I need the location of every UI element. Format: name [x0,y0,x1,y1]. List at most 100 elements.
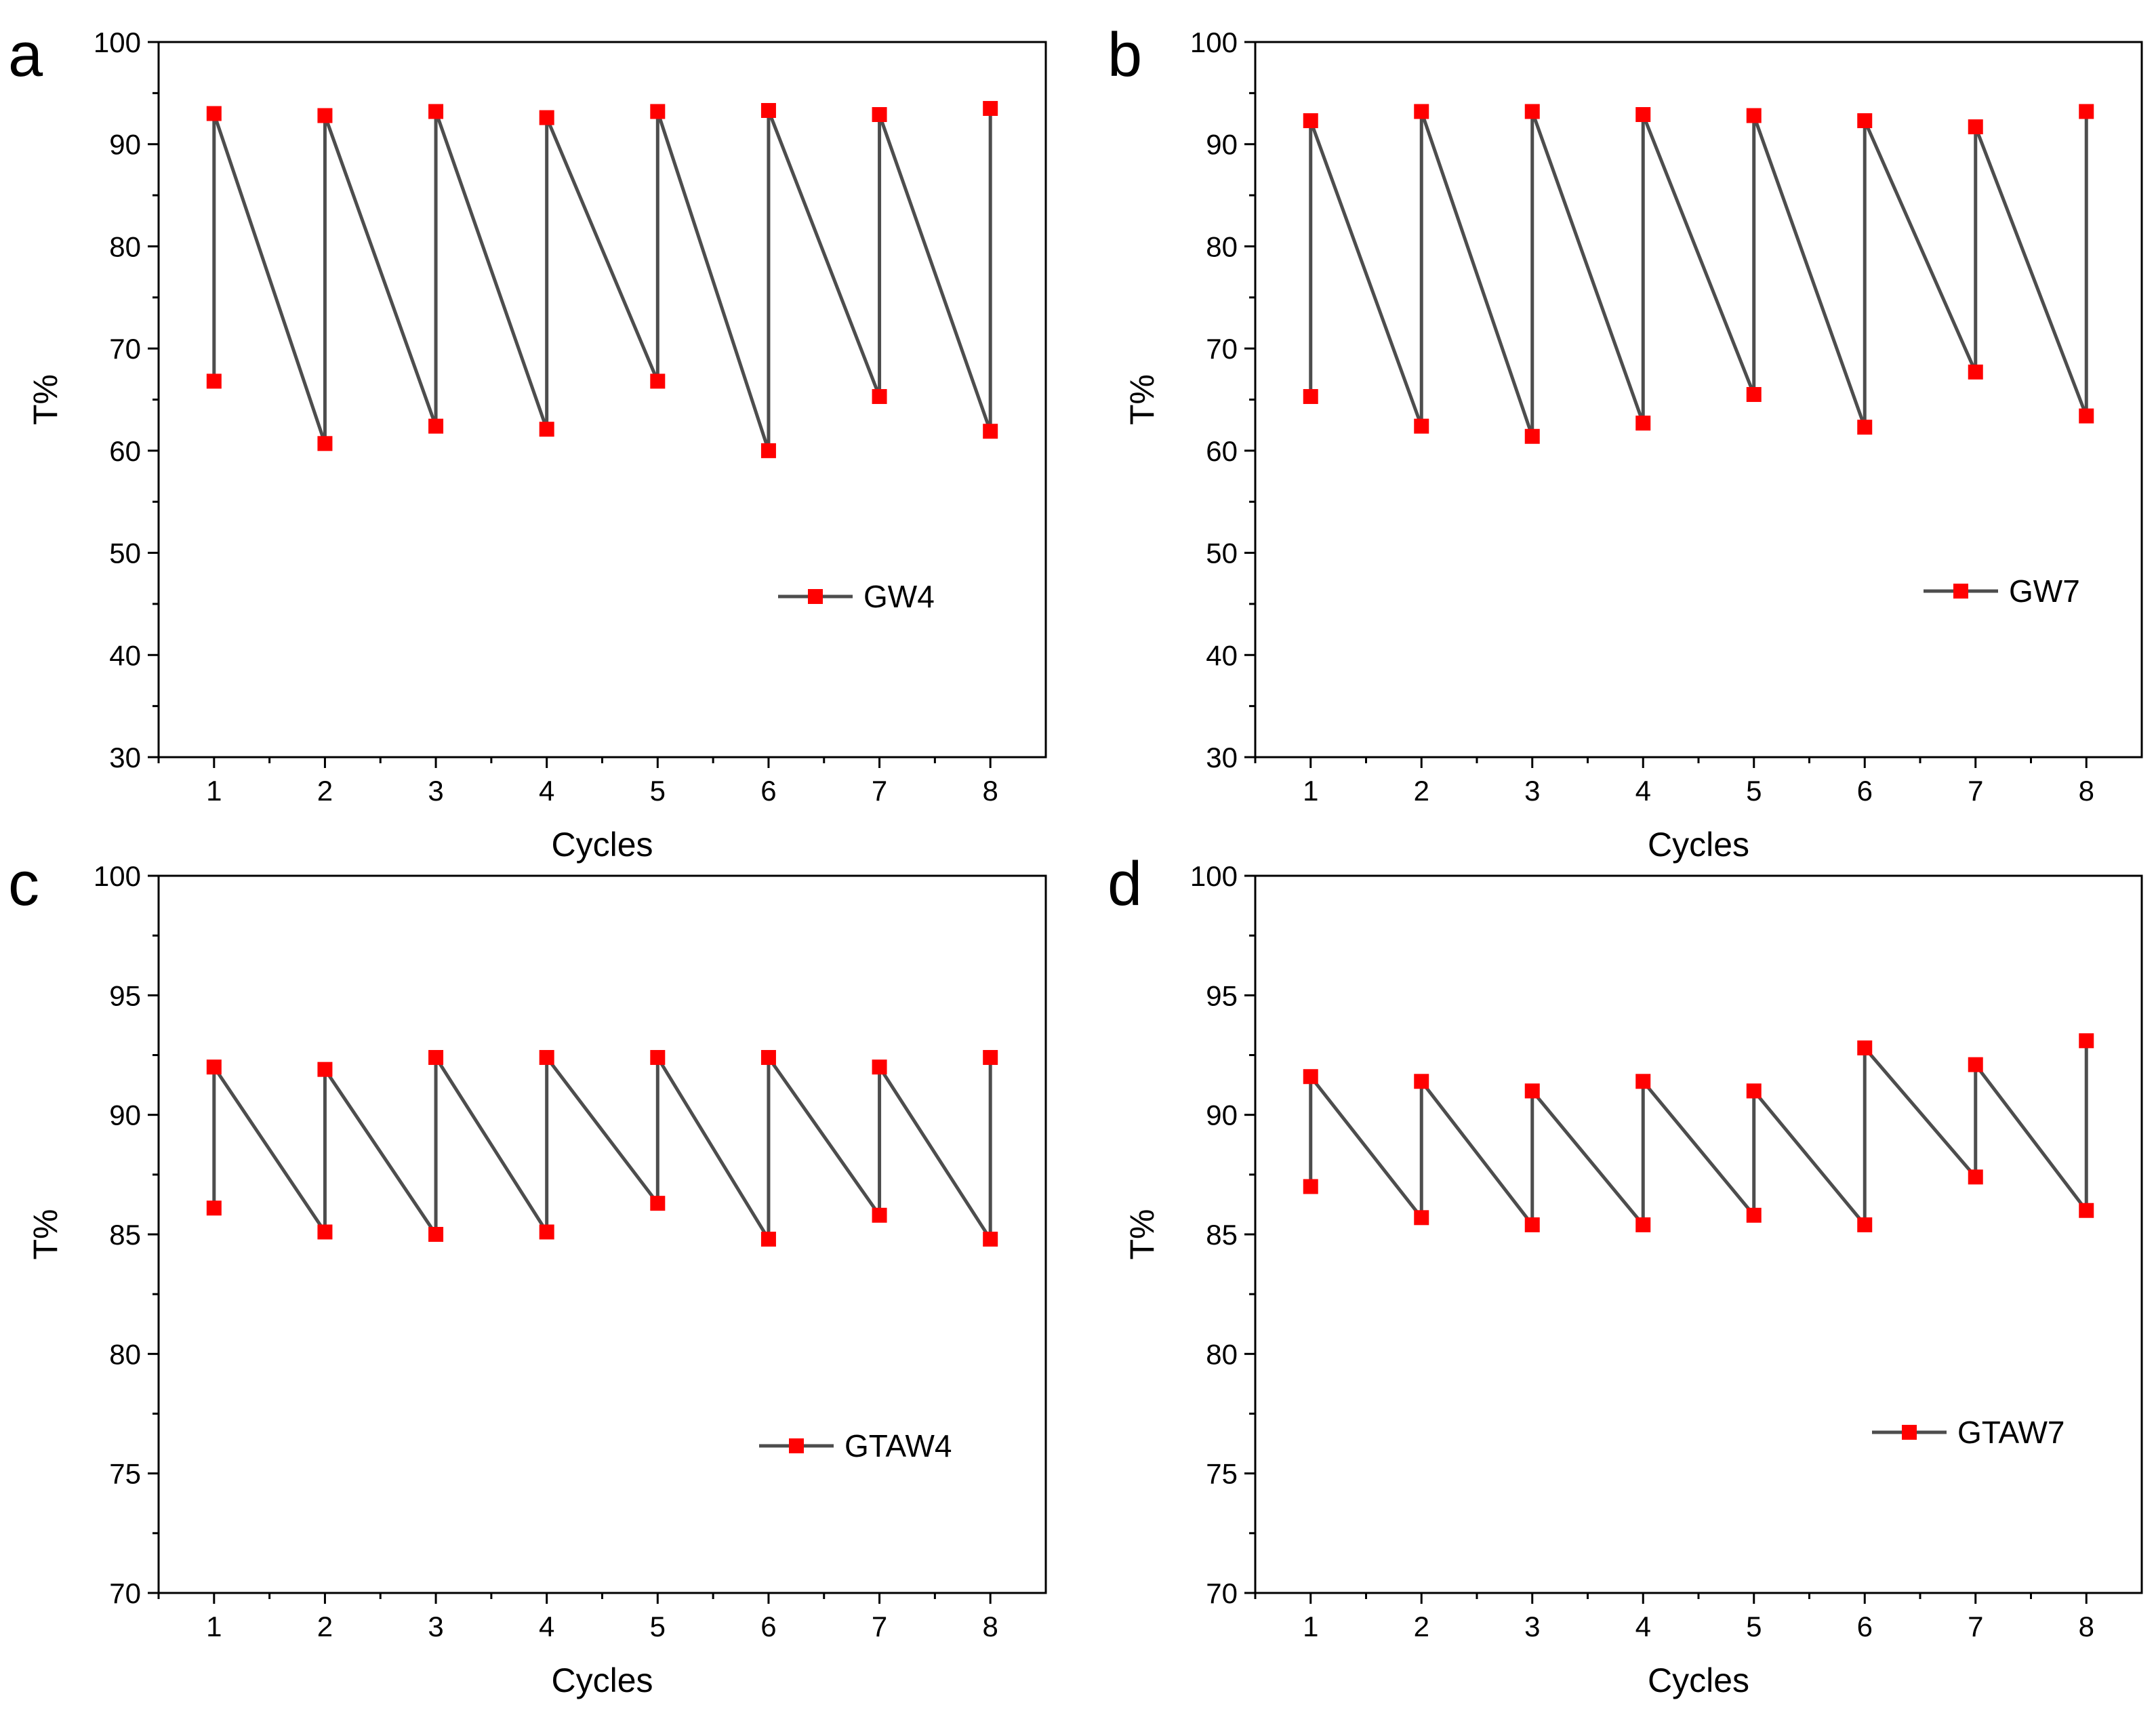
data-point [539,422,554,437]
y-tick-label: 90 [1206,1099,1238,1131]
x-tick-label: 6 [1857,775,1873,807]
y-tick-label: 70 [109,333,141,365]
y-axis-title: T% [1123,374,1161,425]
data-point [1414,1074,1429,1089]
x-tick-label: 6 [1857,1611,1873,1642]
data-point [1524,1083,1540,1099]
x-tick-label: 3 [428,775,443,807]
legend-marker [808,589,823,604]
data-point [760,1232,776,1247]
panel-a: a 1 2 3 4 5 6 7 8 30 40 50 60 70 80 90 100 Cycles T% GW4 [8,20,1047,864]
data-point [428,1050,444,1066]
x-tick-label: 4 [1635,775,1651,807]
data-point [1857,420,1873,435]
data-point [1635,416,1651,431]
x-tick-label: 1 [206,775,222,807]
data-point [872,107,887,123]
series-line-GTAW7 [1309,1041,2088,1227]
data-point [428,418,444,434]
y-tick-label: 100 [94,860,141,892]
data-point [2079,1033,2094,1049]
data-point [317,1062,333,1077]
legend-label: GTAW4 [845,1428,952,1463]
x-tick-label: 8 [983,1611,998,1642]
x-tick-label: 4 [539,775,554,807]
data-point [206,1059,222,1075]
y-tick-label: 80 [109,1338,141,1370]
x-tick-label: 3 [428,1611,443,1642]
data-point [1968,364,1983,380]
x-tick-label: 5 [650,775,666,807]
data-point [1303,113,1318,129]
y-tick-label: 60 [109,435,141,467]
x-axis-title: Cycles [1648,826,1749,864]
data-point [1303,1069,1318,1085]
data-point [1303,1179,1318,1194]
data-point [1968,1169,1983,1185]
series-line-GW4 [212,108,992,453]
data-point [2079,104,2094,119]
y-tick-label: 70 [1206,1577,1238,1609]
data-point [1635,107,1651,123]
data-point [1635,1217,1651,1232]
data-point [317,436,333,451]
data-point [428,1227,444,1242]
legend: GTAW4 [759,1428,952,1463]
x-axis-title: Cycles [1648,1661,1749,1699]
x-tick-label: 1 [1303,1611,1318,1642]
data-point [1746,1083,1762,1099]
panel-c: c 1 2 3 4 5 6 7 8 70 75 80 85 90 95 100 Cycles T% GTAW4 [8,849,1047,1699]
y-tick-label: 95 [1206,979,1238,1011]
x-tick-label: 6 [760,775,776,807]
data-point [1524,428,1540,444]
data-point [317,1224,333,1240]
y-axis-title: T% [26,1209,64,1260]
panel-letter: a [8,20,43,89]
panel-letter: c [8,849,39,918]
plot-frame [157,41,1047,759]
legend-marker [789,1438,804,1453]
y-tick-label: 40 [109,639,141,671]
data-point [539,110,554,125]
x-axis-title: Cycles [551,1661,653,1699]
data-point [760,1050,776,1066]
y-tick-label: 95 [109,979,141,1011]
series-line-GW7 [1309,109,2088,439]
panel-letter: b [1107,20,1142,89]
y-tick-label: 100 [94,26,141,58]
data-point [2079,1203,2094,1218]
y-tick-label: 50 [1206,538,1238,569]
x-tick-label: 4 [1635,1611,1651,1642]
data-point [2079,408,2094,424]
y-tick-label: 100 [1190,26,1238,58]
panel-letter: d [1107,849,1142,918]
y-tick-label: 80 [1206,230,1238,262]
data-point [760,102,776,118]
y-tick-label: 75 [1206,1458,1238,1490]
y-tick-label: 85 [1206,1219,1238,1251]
data-point [1857,1217,1873,1232]
y-tick-label: 50 [109,538,141,569]
data-point [872,388,887,404]
y-tick-label: 80 [109,230,141,262]
series-line-GTAW4 [212,1055,992,1241]
data-point [1968,1057,1983,1072]
y-tick-label: 90 [109,1099,141,1131]
x-tick-label: 5 [1746,1611,1762,1642]
x-tick-label: 8 [2079,775,2094,807]
legend: GW4 [778,579,935,614]
x-tick-label: 6 [760,1611,776,1642]
y-tick-label: 30 [109,742,141,773]
legend: GTAW7 [1872,1415,2065,1450]
x-tick-label: 7 [872,775,887,807]
y-tick-label: 100 [1190,860,1238,892]
data-point [539,1050,554,1066]
y-tick-label: 70 [1206,333,1238,365]
data-point [539,1224,554,1240]
data-point [983,1232,998,1247]
x-tick-label: 7 [1968,775,1983,807]
data-point [650,104,666,119]
plot-frame [157,874,1047,1594]
data-point [1414,104,1429,119]
data-point [206,106,222,121]
